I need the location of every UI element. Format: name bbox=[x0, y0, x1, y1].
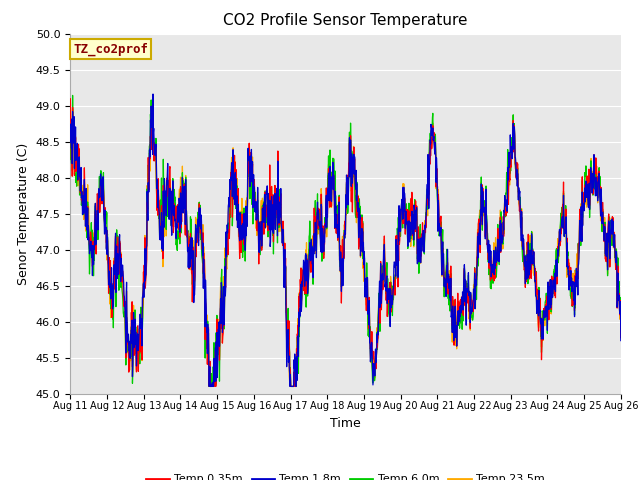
X-axis label: Time: Time bbox=[330, 417, 361, 430]
Y-axis label: Senor Temperature (C): Senor Temperature (C) bbox=[17, 143, 30, 285]
Legend: Temp 0.35m, Temp 1.8m, Temp 6.0m, Temp 23.5m: Temp 0.35m, Temp 1.8m, Temp 6.0m, Temp 2… bbox=[142, 470, 549, 480]
Text: TZ_co2prof: TZ_co2prof bbox=[73, 43, 148, 56]
Title: CO2 Profile Sensor Temperature: CO2 Profile Sensor Temperature bbox=[223, 13, 468, 28]
